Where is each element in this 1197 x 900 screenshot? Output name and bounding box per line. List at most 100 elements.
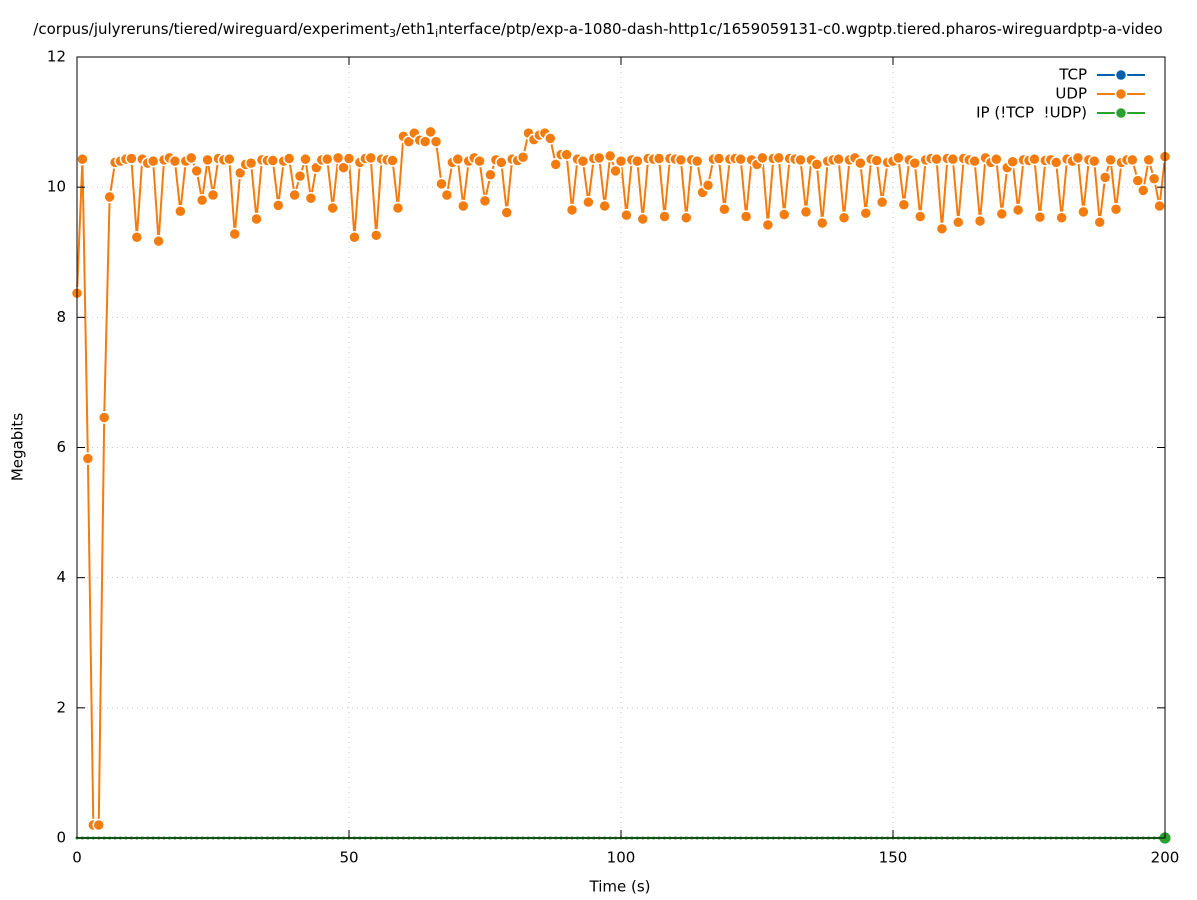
- data-point: [1126, 153, 1139, 167]
- title-part: nterface/ptp/exp-a-1080-dash-http1c/1659…: [438, 20, 1162, 38]
- data-point: [152, 234, 165, 248]
- data-point: [484, 168, 497, 182]
- data-point: [146, 154, 160, 168]
- data-point: [195, 193, 209, 207]
- data-point: [342, 152, 356, 165]
- data-point: [690, 154, 704, 168]
- data-point: [995, 207, 1009, 221]
- data-point: [386, 154, 399, 167]
- x-tick-label: 50: [339, 849, 358, 867]
- data-point: [364, 151, 378, 165]
- data-point: [582, 195, 595, 209]
- y-tick-label: 6: [56, 438, 66, 456]
- data-point: [130, 231, 144, 244]
- y-tick-label: 2: [56, 698, 66, 716]
- data-point: [320, 152, 334, 166]
- data-point: [478, 194, 492, 208]
- data-point: [718, 203, 731, 216]
- data-point: [734, 152, 747, 166]
- data-point: [837, 211, 851, 225]
- data-point: [174, 204, 187, 218]
- data-point: [1006, 155, 1019, 169]
- data-point: [1098, 171, 1112, 184]
- data-point: [892, 151, 905, 165]
- legend-marker: [1114, 87, 1128, 101]
- title-subscript: i: [435, 27, 438, 40]
- legend-label: TCP: [1058, 66, 1087, 84]
- data-point: [326, 201, 339, 215]
- title-part: /eth1: [396, 20, 435, 38]
- y-tick-label: 12: [47, 48, 66, 66]
- data-point: [658, 210, 671, 223]
- data-point: [1153, 199, 1166, 213]
- data-point: [500, 206, 514, 219]
- data-point: [1077, 205, 1090, 219]
- data-point: [435, 177, 448, 191]
- data-point: [913, 210, 927, 223]
- data-point: [816, 216, 829, 230]
- data-point: [680, 211, 693, 225]
- title-part: /corpus/julyreruns/tiered/wireguard/expe…: [33, 20, 389, 38]
- data-point: [609, 164, 622, 178]
- data-point: [495, 156, 508, 169]
- y-tick-label: 8: [56, 308, 66, 326]
- data-point: [424, 125, 437, 139]
- x-axis-label: Time (s): [589, 878, 651, 896]
- data-point: [456, 199, 470, 213]
- data-point: [952, 216, 965, 229]
- data-point: [1055, 211, 1068, 225]
- data-point: [674, 153, 688, 167]
- data-point: [990, 152, 1003, 166]
- data-point: [614, 154, 628, 168]
- data-point: [451, 152, 465, 166]
- data-point: [168, 154, 182, 168]
- data-point: [739, 210, 753, 223]
- data-point: [973, 214, 987, 228]
- data-point: [250, 212, 263, 226]
- data-point: [1071, 151, 1085, 165]
- data-point: [293, 169, 307, 183]
- data-point: [76, 152, 89, 166]
- data-point: [391, 201, 405, 215]
- data-point: [1147, 172, 1161, 185]
- y-tick-label: 10: [47, 178, 66, 196]
- data-point: [636, 212, 650, 226]
- data-point: [206, 188, 220, 202]
- data-point: [565, 203, 579, 217]
- x-tick-label: 0: [72, 849, 82, 867]
- data-point: [1136, 184, 1150, 197]
- data-point: [701, 178, 715, 192]
- data-point: [348, 231, 361, 244]
- data-point: [1088, 154, 1101, 168]
- data-point: [832, 152, 845, 166]
- data-point: [652, 152, 666, 165]
- data-point: [794, 153, 807, 167]
- title-subscript: 3: [389, 27, 396, 40]
- data-point: [228, 227, 242, 241]
- data-point: [631, 154, 644, 168]
- data-point: [103, 190, 116, 204]
- data-point: [299, 152, 312, 166]
- data-point: [930, 152, 943, 166]
- data-point: [560, 148, 573, 161]
- data-point: [92, 818, 106, 832]
- data-point: [544, 132, 557, 145]
- data-point: [946, 152, 960, 166]
- axes: 0 2 4 6 8 10 12 0 50 100 150 200: [47, 48, 1179, 867]
- data-point: [908, 156, 922, 170]
- data-point: [272, 199, 285, 212]
- data-point: [712, 152, 726, 165]
- data-point: [870, 154, 883, 167]
- data-point: [429, 135, 443, 148]
- data-point: [598, 199, 611, 213]
- data-point: [1142, 153, 1155, 167]
- y-axis-label: Megabits: [9, 413, 27, 481]
- data-point: [968, 154, 981, 168]
- data-point: [1028, 152, 1041, 166]
- data-point: [244, 156, 258, 170]
- data-point: [854, 156, 867, 170]
- data-point: [761, 218, 775, 232]
- data-point: [369, 229, 383, 242]
